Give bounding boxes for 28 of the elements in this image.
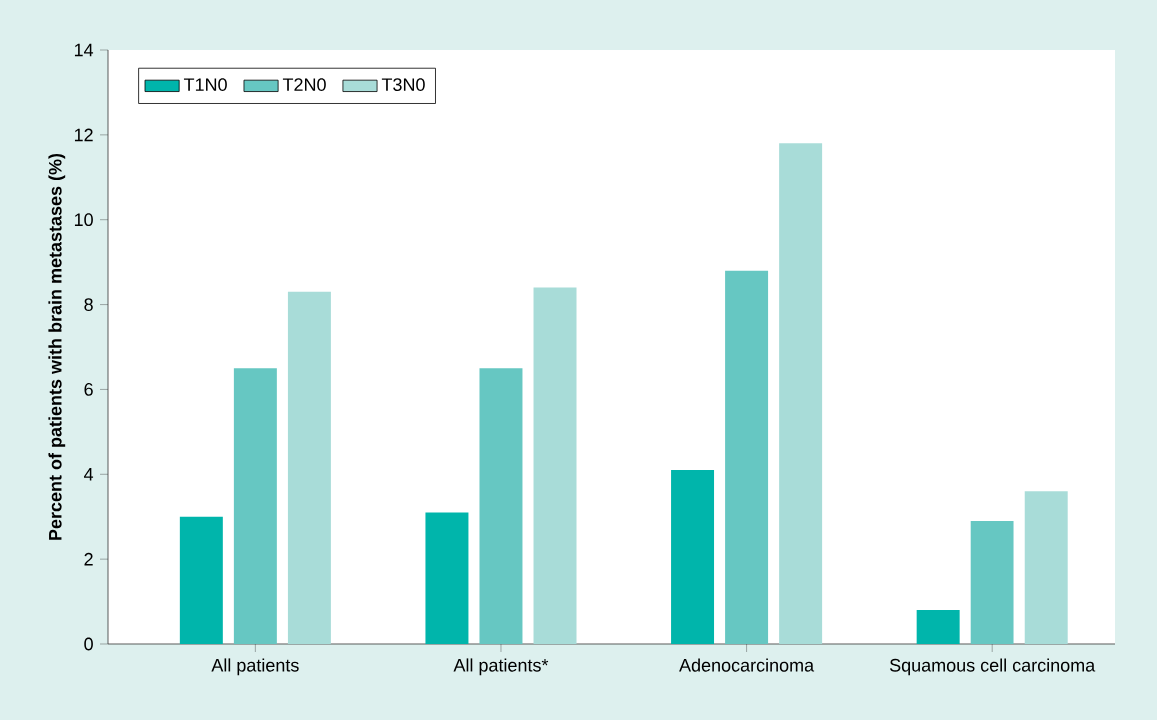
legend-label: T3N0 [381, 78, 425, 91]
y-tick-label: 10 [74, 213, 93, 227]
legend-label: T2N0 [282, 78, 326, 91]
y-tick-label: 4 [84, 468, 94, 481]
bar [479, 368, 523, 644]
x-tick-label: All patients* [453, 658, 549, 676]
y-tick-label: 14 [74, 43, 94, 57]
bar [1024, 491, 1068, 644]
y-tick-label: 0 [84, 637, 93, 651]
bar [179, 516, 223, 644]
bar [916, 610, 960, 644]
y-axis-title: Percent of patients with brain metastases (%) [48, 153, 66, 540]
bar [425, 512, 469, 644]
bar [970, 520, 1014, 644]
legend-label: T1N0 [183, 78, 227, 91]
bar [779, 143, 823, 644]
x-tick-label: Squamous cell carcinoma [889, 658, 1096, 676]
bar [233, 368, 277, 644]
bar [287, 291, 331, 644]
x-tick-label: All patients [211, 658, 299, 676]
x-tick-label: Adenocarcinoma [679, 658, 815, 672]
bar [725, 270, 769, 644]
y-tick-label: 8 [84, 298, 93, 311]
y-tick-label: 12 [74, 128, 93, 142]
bar [533, 287, 577, 644]
bar [671, 470, 715, 644]
y-tick-label: 6 [84, 383, 93, 396]
y-tick-label: 2 [84, 552, 93, 566]
